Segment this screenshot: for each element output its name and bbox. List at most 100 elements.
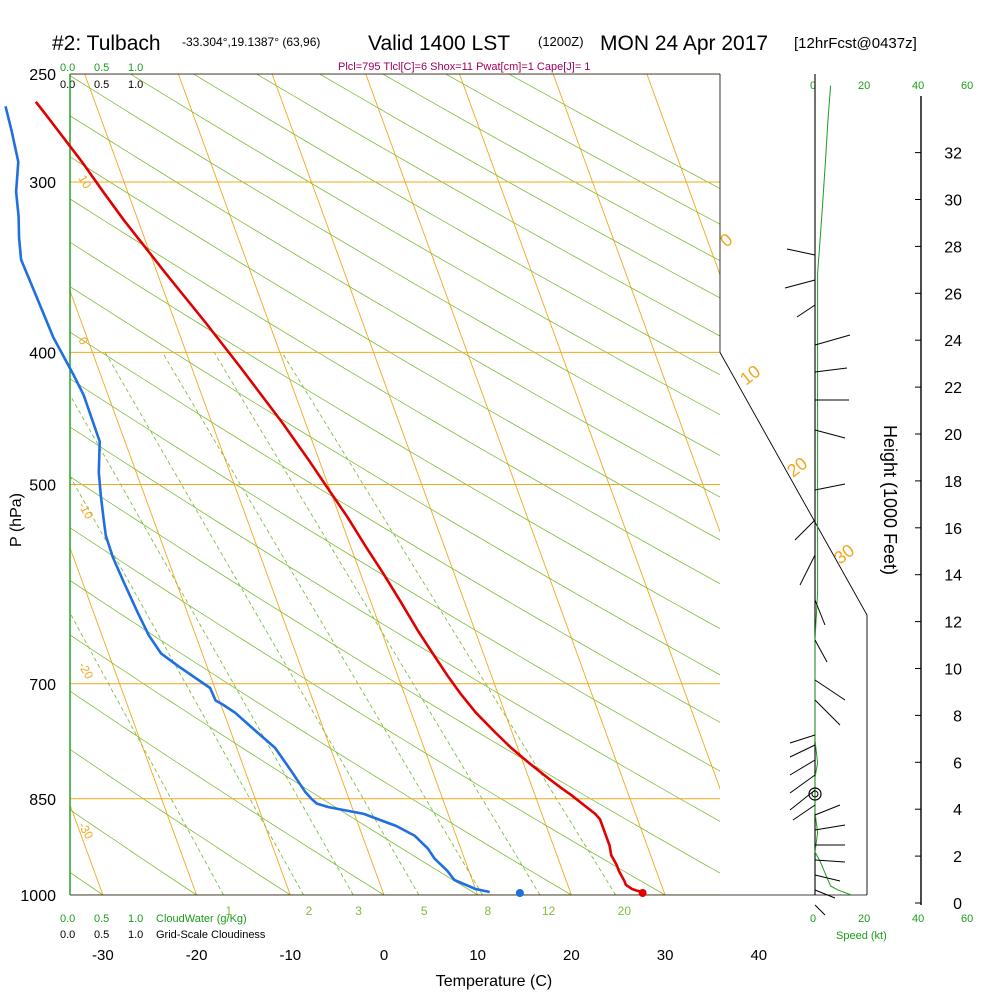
plot-frame: [69, 73, 868, 896]
pressure-tick-label: 700: [29, 677, 56, 694]
sounding-indices: Plcl=795 Tlcl[C]=6 Shox=11 Pwat[cm]=1 Ca…: [338, 61, 590, 73]
height-tick-label: 12: [944, 615, 962, 632]
height-tick-label: 16: [944, 521, 962, 538]
mixing-ratio-label: 20: [618, 904, 632, 918]
cloudiness-tick: 1.0: [128, 79, 143, 91]
wind-barb: [814, 367, 848, 373]
x-tick-label: -20: [186, 947, 208, 964]
wind-barb: [789, 774, 816, 794]
isotherm-label: -30: [75, 820, 96, 842]
wind-barb: [814, 679, 846, 701]
dry-adiabat-line: [70, 748, 291, 895]
x-tick-label: 40: [750, 947, 767, 964]
wind-barb: [814, 699, 841, 726]
wind-barb: [814, 639, 828, 663]
pressure-tick-label: 400: [29, 345, 56, 362]
isotherm-line: [0, 74, 9, 895]
dry-adiabat-line: [70, 426, 720, 822]
surface-dewpoint-marker: [515, 889, 524, 897]
cloudwater-tick: 1.0: [128, 62, 143, 74]
height-tick-label: 2: [953, 849, 962, 866]
dry-adiabat-line: [70, 809, 197, 895]
speed-tick: 60: [961, 913, 973, 925]
dry-adiabat-line: [70, 156, 720, 541]
height-tick-label: 6: [953, 755, 962, 772]
pressure-tick-label: 500: [29, 478, 56, 495]
x-tick-label: -10: [279, 947, 301, 964]
wind-barb: [814, 874, 841, 882]
height-tick-label: 24: [944, 333, 962, 350]
cloudiness-tick: 0.0: [60, 929, 75, 941]
height-tick-label: 10: [944, 662, 962, 679]
dewpoint-profile: [4, 105, 490, 894]
wind-barb: [814, 599, 826, 626]
speed-scale-top: 0 20 40 60: [810, 80, 973, 92]
frame-right-diagonal: [719, 352, 868, 895]
mixing-ratio-label: 1: [226, 904, 233, 918]
cloudiness-scale-bottom: 0.0 0.5 1.0 Grid-Scale Cloudiness: [60, 929, 266, 941]
cloudiness-tick: 1.0: [128, 929, 143, 941]
wind-barb: [814, 483, 846, 491]
wind-panel: [784, 85, 852, 916]
cloudiness-tick: 0.5: [94, 79, 109, 91]
isotherm-line: [70, 546, 198, 895]
height-tick-label: 18: [944, 474, 962, 491]
speed-tick: 20: [858, 80, 870, 92]
chart-title-date: MON 24 Apr 2017: [600, 32, 768, 55]
wind-barb: [789, 734, 816, 744]
wind-barb: [814, 804, 841, 816]
temperature-profile: [34, 100, 643, 894]
dry-adiabat-line: [70, 634, 478, 895]
mixing-ratio-line: [70, 394, 354, 895]
pressure-tick-label: 250: [29, 67, 56, 84]
isotherm-label: -20: [75, 660, 96, 682]
isotherm-label: 0: [75, 335, 91, 348]
speed-tick: 40: [912, 913, 924, 925]
wind-barb: [789, 789, 816, 811]
wind-barb: [789, 759, 816, 776]
wind-barb: [799, 554, 816, 586]
height-tick-label: 0: [953, 896, 962, 913]
dry-adiabat-line: [70, 579, 572, 895]
speed-tick: 0: [810, 913, 816, 925]
dry-adiabat-line: [70, 286, 720, 676]
cloudiness-scale-top: 0.0 0.5 1.0: [60, 79, 143, 91]
isotherm-label: -10: [75, 500, 96, 522]
x-tick-label: -30: [92, 947, 114, 964]
height-tick-label: 20: [944, 427, 962, 444]
cloudwater-scale-top: 0.0 0.5 1.0: [60, 62, 143, 74]
speed-label: Speed (kt): [836, 930, 887, 942]
speed-scale-bottom: 0 20 40 60 Speed (kt): [810, 913, 973, 942]
speed-tick: 40: [912, 80, 924, 92]
wind-barb: [796, 304, 816, 318]
cloudwater-tick: 0.0: [60, 913, 75, 925]
cloudwater-tick: 0.5: [94, 62, 109, 74]
dry-adiabat-label: 10: [736, 361, 764, 389]
x-tick-label: 10: [469, 947, 486, 964]
cloudiness-tick: 0.0: [60, 79, 75, 91]
speed-tick: 60: [961, 80, 973, 92]
thermo-background: [0, 74, 720, 895]
dry-adiabat-label: 20: [783, 453, 811, 481]
cloudiness-label: Grid-Scale Cloudiness: [156, 929, 266, 941]
chart-title-forecast: [12hrFcst@0437z]: [794, 35, 917, 52]
wind-barb: [789, 744, 816, 758]
axes: -30 -20 -10 0 10 20 30 402503004005007008501000…: [20, 67, 962, 964]
mixing-ratio-line: [281, 352, 617, 895]
wind-barb: [794, 519, 816, 541]
pressure-tick-label: 850: [29, 792, 56, 809]
mixing-ratio-line: [70, 612, 224, 895]
wind-barb: [814, 889, 836, 899]
wind-barb: [814, 334, 851, 346]
calm-wind-marker: [808, 787, 822, 801]
wind-barb: [786, 248, 816, 256]
height-tick-label: 32: [944, 146, 962, 163]
x-axis-title: Temperature (C): [436, 973, 552, 990]
surface-temperature-marker: [638, 889, 647, 897]
height-tick-label: 14: [944, 568, 962, 585]
mixing-ratio-line: [70, 475, 304, 895]
x-tick-label: 0: [380, 947, 388, 964]
wind-barb: [792, 804, 816, 821]
dry-adiabat-line: [70, 75, 720, 456]
